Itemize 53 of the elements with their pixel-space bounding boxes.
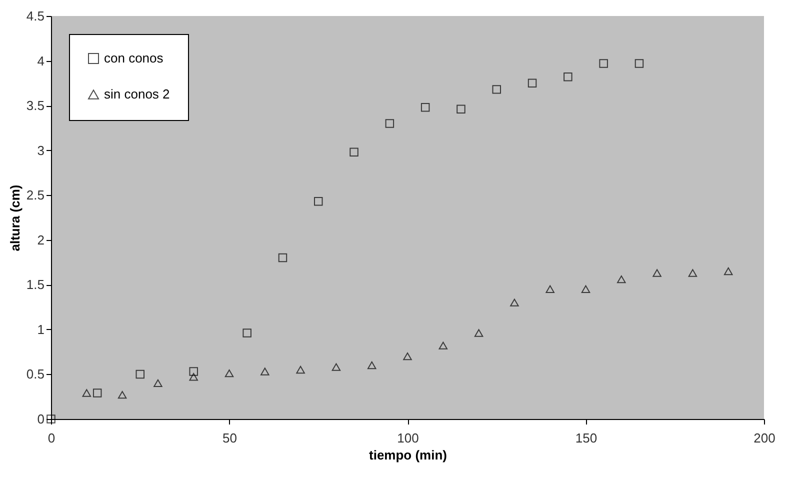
point (438, 342, 448, 350)
x-tick-label: 0 (48, 430, 56, 446)
point (242, 328, 252, 338)
point (350, 148, 358, 156)
point (136, 370, 144, 379)
y-tick-label: 2 (37, 232, 44, 248)
x-tick-label: 150 (575, 430, 598, 446)
point (385, 119, 394, 128)
y-tick-label: 3 (37, 142, 44, 158)
y-tick-label: 1.5 (26, 277, 44, 292)
point (118, 390, 127, 399)
point (492, 85, 501, 94)
point (474, 329, 484, 337)
point (528, 78, 537, 88)
point (367, 361, 376, 370)
point (634, 59, 644, 68)
y-tick-label: 4 (37, 53, 44, 68)
y-tick-label: 3.5 (26, 98, 44, 114)
x-tick-label: 50 (222, 430, 237, 446)
point (724, 267, 733, 276)
x-axis-title: tiempo (min) (369, 448, 447, 462)
point (82, 389, 92, 397)
point (420, 102, 430, 112)
point (546, 285, 554, 293)
point (189, 373, 198, 381)
x-tick-label: 100 (397, 430, 419, 446)
legend-label: con conos (104, 50, 164, 66)
point (332, 363, 341, 371)
point (154, 379, 162, 388)
y-tick-label: 2.5 (26, 188, 44, 203)
point (456, 104, 466, 114)
point (92, 388, 102, 398)
legend-label: sin conos 2 (104, 86, 170, 102)
y-tick-label: 1 (37, 322, 44, 337)
point (564, 72, 572, 82)
point (260, 368, 270, 376)
point (296, 366, 305, 374)
point (581, 285, 590, 293)
y-tick-label: 4.5 (26, 8, 44, 24)
point (403, 352, 412, 360)
x-tick-label: 200 (754, 430, 776, 446)
point (599, 59, 608, 68)
point (652, 269, 662, 277)
y-tick-label: 0.5 (26, 366, 44, 382)
y-axis-title: altura (cm) (7, 184, 22, 252)
y-tick-label: 0 (37, 412, 44, 426)
point (278, 253, 288, 262)
point (617, 275, 626, 284)
point (189, 367, 198, 376)
point (314, 197, 323, 206)
point (224, 369, 234, 378)
point (510, 298, 519, 306)
point (688, 269, 698, 277)
